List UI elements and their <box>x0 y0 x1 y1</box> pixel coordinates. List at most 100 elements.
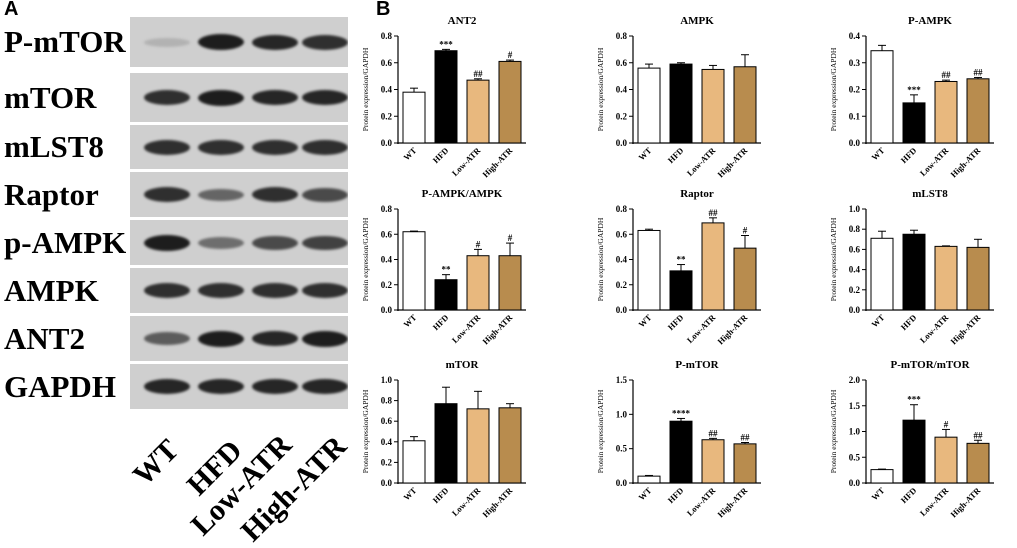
x-tick-label: High-ATR <box>715 145 750 180</box>
bar <box>966 78 990 144</box>
bar <box>669 420 693 484</box>
y-tick-label: 2.0 <box>849 375 861 385</box>
y-axis-label: Protein expression/GAPDH <box>596 47 605 131</box>
y-axis-label: Protein expression/GAPDH <box>596 389 605 473</box>
x-tick-label: Low-ATR <box>450 485 483 518</box>
bar <box>701 68 725 144</box>
significance-label: *** <box>907 85 921 95</box>
y-tick-label: 0.0 <box>849 138 861 148</box>
blot-label: mLST8 <box>4 129 104 164</box>
bar <box>733 66 757 144</box>
bar <box>902 419 926 484</box>
x-tick-label: High-ATR <box>948 145 983 180</box>
blot-band <box>198 34 244 50</box>
blot-band <box>144 379 190 394</box>
blot-band <box>302 331 348 347</box>
blot-band <box>302 283 348 298</box>
significance-label: # <box>944 419 949 429</box>
y-tick-label: 0.1 <box>849 111 861 121</box>
blot-band <box>252 283 298 298</box>
significance-label: ## <box>942 70 952 80</box>
bar <box>733 247 757 311</box>
x-tick-label: HFD <box>899 145 919 165</box>
x-tick-label: HFD <box>666 485 686 505</box>
x-tick-label: High-ATR <box>715 312 750 347</box>
bar <box>870 50 894 144</box>
y-tick-label: 0.8 <box>616 31 628 41</box>
bar <box>466 408 490 484</box>
y-tick-label: 0.0 <box>849 478 861 488</box>
blot-strip <box>130 73 348 122</box>
blot-strip <box>130 268 348 313</box>
x-tick-label: HFD <box>666 145 686 165</box>
x-tick-label: WT <box>869 312 886 329</box>
x-tick-label: WT <box>401 312 418 329</box>
significance-label: ## <box>974 67 984 77</box>
significance-label: # <box>508 233 513 243</box>
blot-label: p-AMPK <box>4 224 127 260</box>
y-tick-label: 0.4 <box>616 255 628 265</box>
x-tick-label: HFD <box>899 312 919 332</box>
bar <box>934 80 958 144</box>
bar <box>637 229 661 311</box>
bar <box>701 222 725 311</box>
blot-band <box>198 189 244 201</box>
y-tick-label: 0.4 <box>381 85 393 95</box>
y-tick-label: 0.2 <box>381 280 393 290</box>
x-tick-label: WT <box>636 145 653 162</box>
y-axis-label: Protein expression/GAPDH <box>361 47 370 131</box>
panel-b-letter: B <box>376 0 391 20</box>
y-axis-label: Protein expression/GAPDH <box>596 217 605 301</box>
y-tick-label: 0.2 <box>849 85 861 95</box>
x-tick-label: WT <box>636 485 653 502</box>
y-axis-label: Protein expression/GAPDH <box>829 47 838 131</box>
blot-band <box>252 140 298 155</box>
bar <box>402 231 426 311</box>
blot-band <box>144 332 190 345</box>
blot-band <box>198 283 244 298</box>
significance-label: **** <box>672 408 691 418</box>
bar <box>466 79 490 144</box>
blot-label: GAPDH <box>4 368 116 404</box>
y-tick-label: 1.0 <box>849 427 861 437</box>
blot-strip <box>130 220 348 265</box>
x-tick-label: Low-ATR <box>685 312 718 345</box>
bar <box>870 469 894 484</box>
blot-band <box>144 187 190 202</box>
bar <box>434 279 458 311</box>
x-tick-label: High-ATR <box>948 312 983 347</box>
bar <box>870 237 894 311</box>
blot-band <box>198 90 244 106</box>
significance-label: ** <box>442 265 452 275</box>
y-tick-label: 0.4 <box>381 437 393 447</box>
bar <box>637 475 661 484</box>
chart-title: Raptor <box>680 188 714 200</box>
significance-label: ## <box>709 208 719 218</box>
x-tick-label: High-ATR <box>480 145 515 180</box>
significance-label: # <box>476 239 481 249</box>
significance-label: ## <box>474 69 484 79</box>
chart-title: AMPK <box>680 15 714 27</box>
blot-band <box>144 140 190 155</box>
y-tick-label: 1.0 <box>381 375 393 385</box>
blot-band <box>302 236 348 250</box>
y-tick-label: 0.8 <box>381 396 393 406</box>
chart-title: P-mTOR <box>675 359 719 371</box>
y-tick-label: 0.4 <box>616 85 628 95</box>
x-tick-label: HFD <box>666 312 686 332</box>
blot-band <box>198 379 244 394</box>
x-tick-label: HFD <box>431 145 451 165</box>
blot-band <box>144 283 190 298</box>
bar <box>902 233 926 311</box>
blot-strip <box>130 125 348 169</box>
blot-strip <box>130 316 348 361</box>
y-axis-label: Protein expression/GAPDH <box>829 389 838 473</box>
y-tick-label: 0.3 <box>849 58 861 68</box>
x-tick-label: WT <box>401 145 418 162</box>
y-tick-label: 0.0 <box>381 478 393 488</box>
blot-band <box>198 237 244 249</box>
significance-label: ## <box>709 428 719 438</box>
blot-strip <box>130 172 348 217</box>
significance-label: *** <box>907 395 921 405</box>
blot-band <box>302 35 348 50</box>
